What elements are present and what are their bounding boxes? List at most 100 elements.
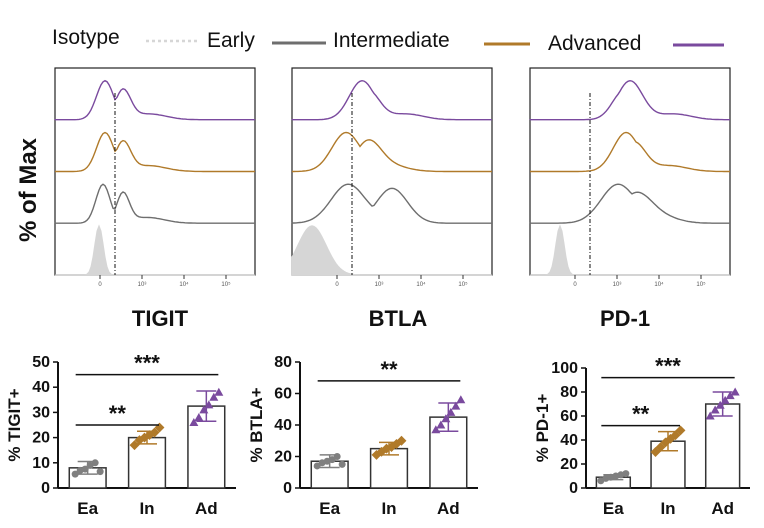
marker-label-btla: BTLA [369,306,428,331]
histogram-x-tick-label: 10⁴ [416,281,426,288]
data-point [71,470,79,478]
legend-label-early: Early [207,29,255,52]
significance-label: ** [109,401,127,426]
category-label: In [139,499,154,518]
category-label: Ad [195,499,218,518]
data-point [199,405,209,414]
histogram-x-tick-label: 0 [573,282,577,288]
data-point [441,414,451,423]
data-point [194,412,204,421]
data-point [396,435,407,446]
category-label: Ea [319,499,340,518]
category-label: Ea [77,499,98,518]
y-tick-label: 0 [569,480,578,497]
marker-label-tigit: TIGIT [132,306,189,331]
data-point [189,417,199,426]
histogram-curve-intermediate [292,131,492,173]
data-point [209,392,219,401]
data-point [436,420,446,429]
bar-ylabel: % BTLA+ [247,387,266,462]
y-tick-label: 80 [274,354,292,371]
significance-label: *** [655,354,681,379]
data-point [81,465,89,473]
histogram-x-tick-label: 10³ [613,282,622,288]
y-tick-label: 80 [560,384,578,401]
data-point [720,395,730,404]
data-point [456,395,466,404]
histogram-curve-advanced [54,79,255,121]
histogram-curve-intermediate [530,131,730,173]
data-point [622,470,630,478]
data-point [675,425,686,436]
data-point [96,468,104,476]
histogram-x-tick-label: 0 [335,282,339,288]
data-point [710,405,720,414]
y-tick-label: 40 [32,379,50,396]
histogram-panel-btla: 0 10³ 10⁴ 10⁵ [291,67,493,288]
data-point [431,425,441,434]
data-point [91,459,99,467]
significance-label: ** [380,357,398,382]
legend-label-advanced: Advanced [548,32,641,55]
histogram-curve-isotype [530,224,730,276]
histogram-x-tick-label: 10⁴ [654,281,664,288]
y-tick-label: 40 [560,432,578,449]
data-point [446,407,456,416]
histogram-curve-isotype [55,224,255,276]
data-point [129,440,140,451]
histogram-x-tick-label: 10³ [138,282,147,288]
y-tick-label: 30 [32,404,50,421]
histogram-curve-intermediate [55,131,255,173]
bar-ylabel: % TIGIT+ [5,388,24,461]
legend-label-isotype: Isotype [52,26,120,49]
significance-label: ** [632,402,650,427]
histogram-curve-early [291,183,492,224]
histogram-panel-pd1: 0 10³ 10⁴ 10⁵ [529,67,731,288]
data-point [705,411,715,420]
data-point [328,456,336,464]
bar-ylabel: % PD-1+ [533,394,552,463]
y-tick-label: 60 [560,408,578,425]
histogram-ylabel: % of Max [15,137,42,242]
marker-label-pd1: PD-1 [600,306,650,331]
y-tick-label: 20 [560,456,578,473]
histogram-curve-isotype [291,225,492,276]
y-tick-label: 50 [32,354,50,371]
category-label: In [381,499,396,518]
histogram-curve-early [529,183,730,224]
bar-panel-btla: 0 20 40 60 80 % BTLA+ Ea In Ad ** [247,354,478,518]
data-point [313,462,321,470]
category-label: In [660,499,675,518]
y-tick-label: 100 [551,360,578,377]
legend-label-intermediate: Intermediate [333,29,450,52]
category-label: Ad [711,499,734,518]
y-tick-label: 40 [274,417,292,434]
bar-panel-pd1: 0 20 40 60 80 100 % PD-1+ Ea In Ad ***** [533,354,750,518]
significance-label: *** [134,351,160,376]
data-point [451,401,461,410]
category-label: Ad [437,499,460,518]
y-tick-label: 0 [283,480,292,497]
data-point [333,453,341,460]
histogram-x-tick-label: 10⁵ [221,281,231,288]
histogram-x-tick-label: 10⁵ [696,281,706,288]
data-point [204,400,214,409]
histogram-curve-advanced [291,79,492,121]
y-tick-label: 0 [41,480,50,497]
y-tick-label: 10 [32,455,50,472]
histogram-panel-tigit: 0 10³ 10⁴ 10⁵ [54,67,256,288]
category-label: Ea [603,499,624,518]
y-tick-label: 20 [274,449,292,466]
legend: Isotype Early Intermediate Advanced [52,26,724,55]
histogram-x-tick-label: 10⁵ [458,281,468,288]
histogram-x-tick-label: 10⁴ [179,281,189,288]
data-point [149,427,160,438]
histogram-curve-advanced [529,79,730,121]
histogram-curve-early [54,183,255,224]
data-point [730,387,740,396]
data-point [214,387,224,396]
data-point [715,400,725,409]
